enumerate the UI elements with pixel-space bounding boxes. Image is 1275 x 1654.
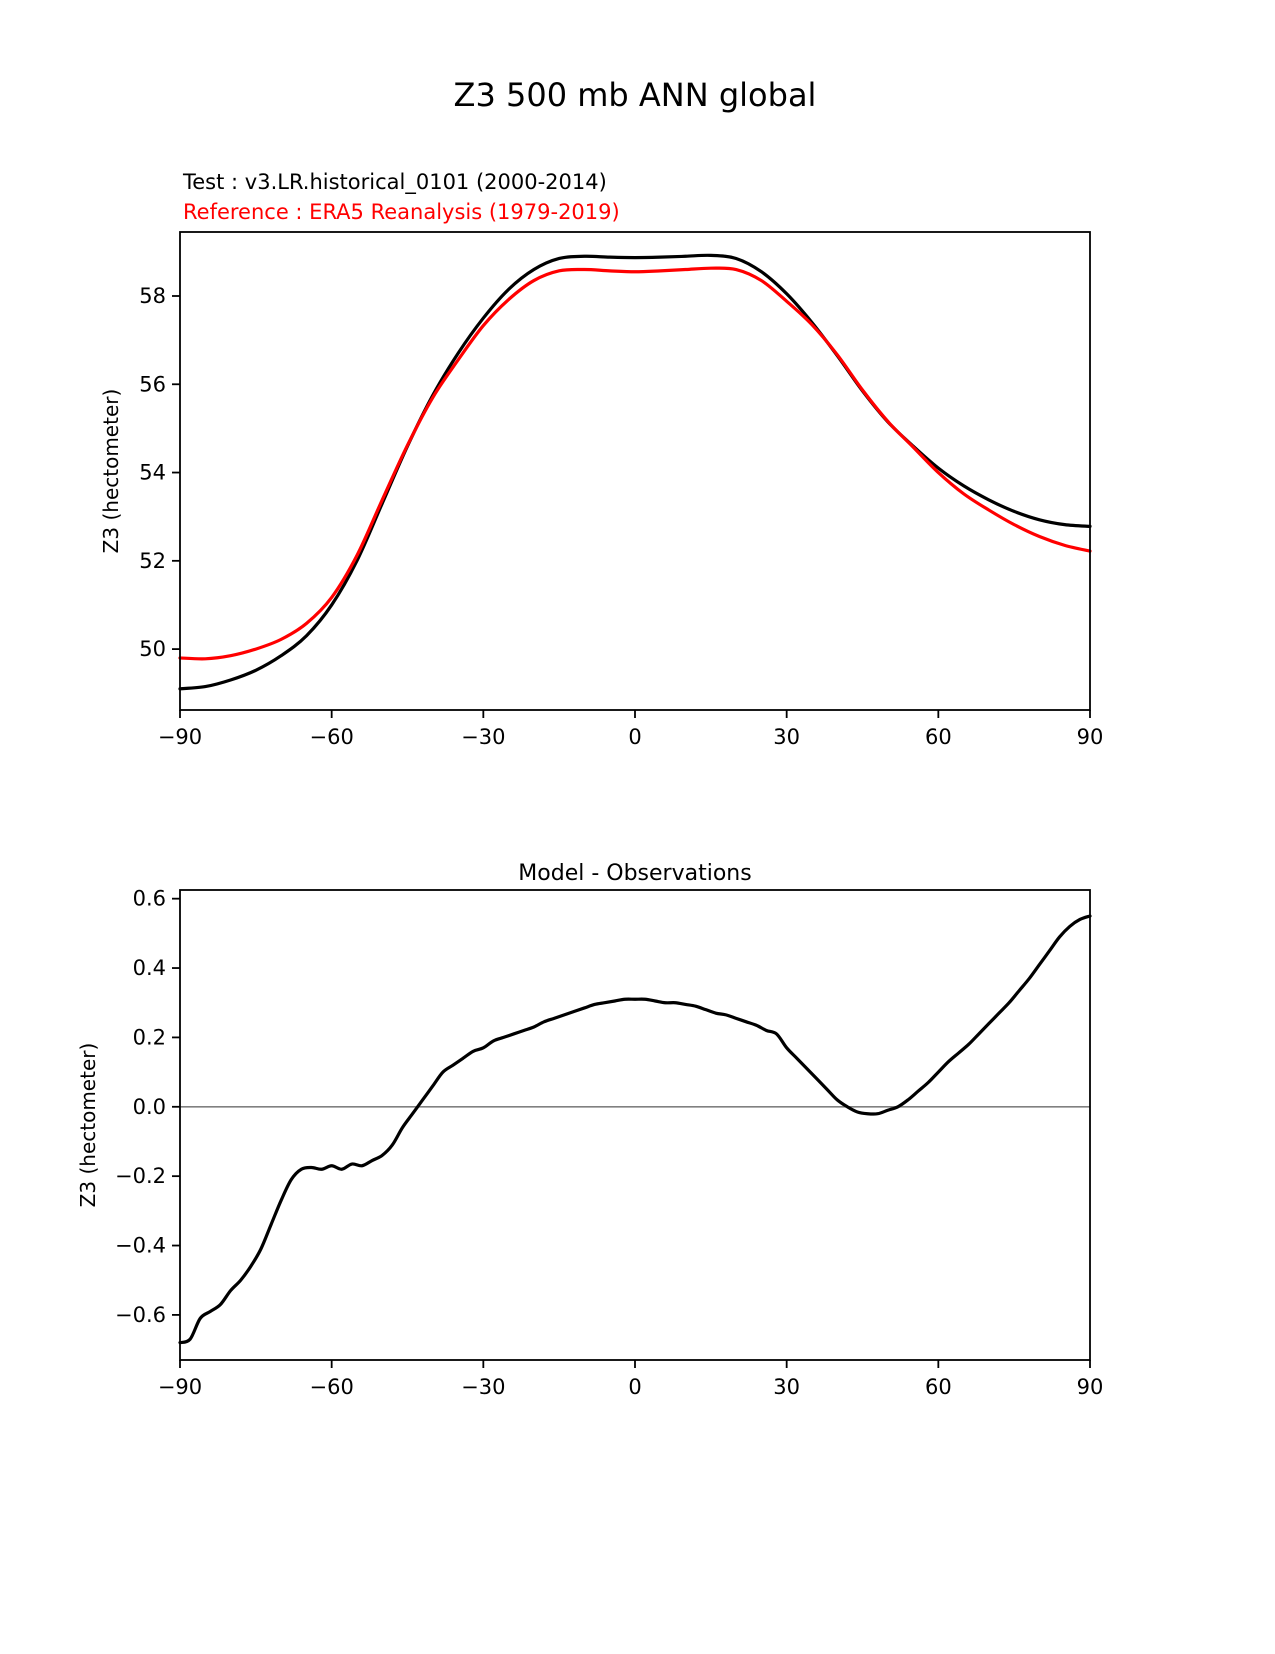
x-tick-label: −60 <box>310 1375 354 1399</box>
x-tick-label: 0 <box>628 1375 641 1399</box>
y-tick-label: 0.2 <box>133 1025 166 1049</box>
x-tick-label: −30 <box>461 1375 505 1399</box>
axes-frame <box>179 231 1091 711</box>
x-tick-label: 60 <box>925 1375 952 1399</box>
y-tick-label: 0.4 <box>133 956 166 980</box>
series-line-0 <box>178 914 1092 1345</box>
y-axis-label: Z3 (hectometer) <box>76 1043 100 1208</box>
x-tick-label: 60 <box>925 725 952 749</box>
y-tick-label: −0.6 <box>115 1303 166 1327</box>
x-tick-label: −60 <box>310 725 354 749</box>
x-tick-label: −90 <box>158 725 202 749</box>
x-tick-label: 30 <box>773 725 800 749</box>
legend-test-label: Test : v3.LR.historical_0101 (2000-2014) <box>182 170 607 195</box>
x-tick-label: 30 <box>773 1375 800 1399</box>
x-tick-label: −90 <box>158 1375 202 1399</box>
y-axis-label: Z3 (hectometer) <box>99 389 123 554</box>
series-line-1 <box>178 266 1092 661</box>
y-tick-label: 0.0 <box>133 1095 166 1119</box>
y-tick-label: 0.6 <box>133 887 166 911</box>
x-tick-label: 90 <box>1077 725 1104 749</box>
legend-reference-label: Reference : ERA5 Reanalysis (1979-2019) <box>183 200 620 224</box>
y-tick-label: 52 <box>139 549 166 573</box>
axes-frame <box>179 889 1091 1361</box>
subplot-title: Model - Observations <box>518 861 751 886</box>
y-tick-label: −0.4 <box>115 1234 166 1258</box>
bottom-chart: −90 −60 −30 0 30 60 90 −0.6 −0.4 −0.2 0.0 0.2 0.4 0.6… <box>76 861 1103 1399</box>
figure-title: Z3 500 mb ANN global <box>454 76 817 114</box>
x-tick-label: 0 <box>628 725 641 749</box>
y-tick-label: 58 <box>139 284 166 308</box>
top-chart: −90 −60 −30 0 30 60 90 50 52 54 56 58 Z3 (hectometer… <box>99 231 1104 749</box>
y-tick-label: 56 <box>139 372 166 396</box>
x-tick-label: 90 <box>1077 1375 1104 1399</box>
y-tick-label: 54 <box>139 461 166 485</box>
y-tick-label: −0.2 <box>115 1164 166 1188</box>
series-line-0 <box>178 253 1092 691</box>
y-tick-label: 50 <box>139 637 166 661</box>
x-tick-label: −30 <box>461 725 505 749</box>
